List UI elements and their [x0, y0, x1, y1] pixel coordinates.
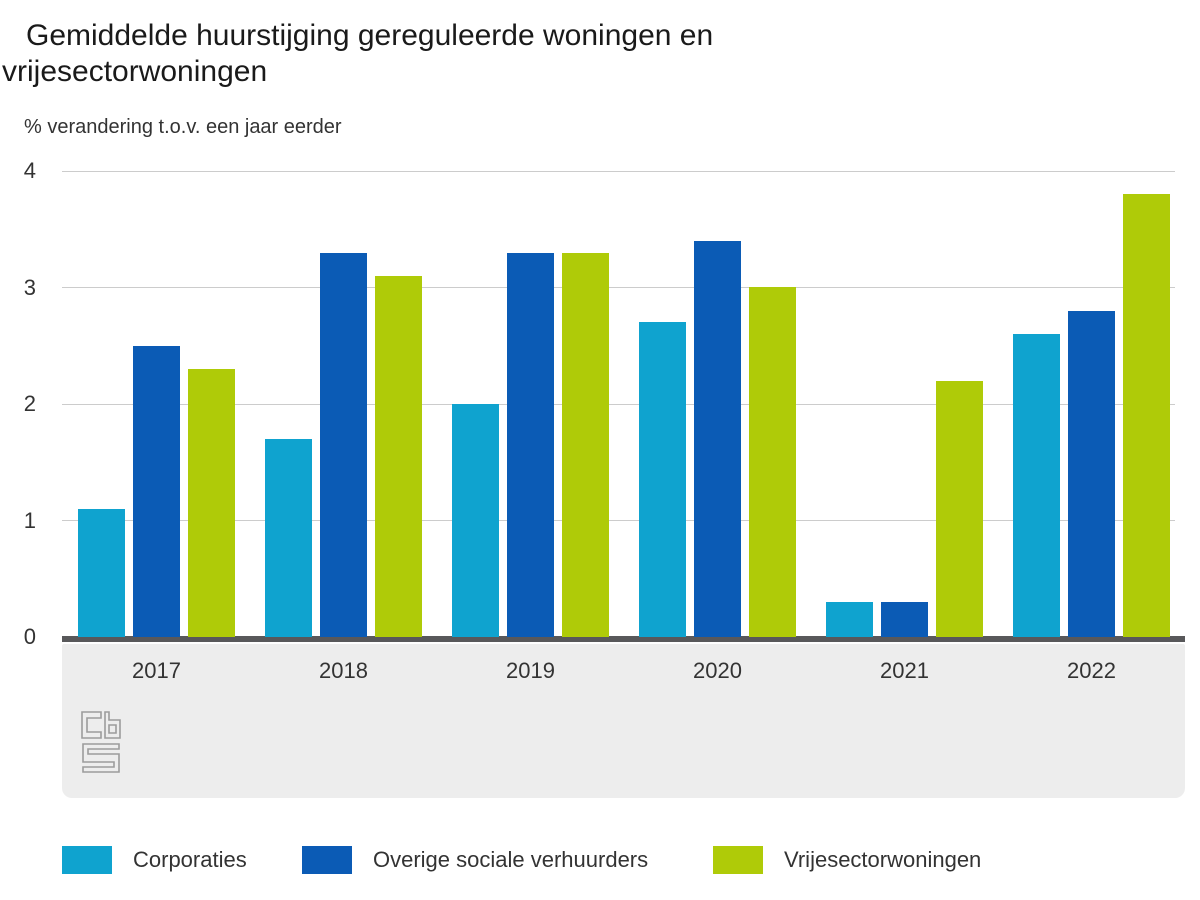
x-axis-line: [62, 636, 1185, 642]
bar-2017-corporaties[interactable]: [78, 509, 125, 637]
x-tick-label-2020: 2020: [693, 658, 742, 683]
legend-label: Overige sociale verhuurders: [373, 847, 649, 872]
bar-group-2021: [826, 171, 983, 637]
bar-2020-vrijesectorwoningen[interactable]: [749, 287, 796, 637]
bar-2020-overige-sociale-verhuurders[interactable]: [694, 241, 741, 637]
bar-2018-corporaties[interactable]: [265, 439, 312, 637]
bar-group-2017: [78, 171, 235, 637]
gridline-y-4: [62, 170, 1175, 172]
y-tick-label-0: 0: [23, 624, 36, 649]
y-tick-label-4: 4: [23, 158, 36, 183]
bar-2022-overige-sociale-verhuurders[interactable]: [1068, 311, 1115, 637]
x-tick-label-2019: 2019: [506, 658, 555, 683]
bar-2017-overige-sociale-verhuurders[interactable]: [133, 346, 180, 637]
bar-group-2020: [639, 171, 796, 637]
legend-swatch-icon: [713, 846, 763, 874]
x-tick-label-2018: 2018: [319, 658, 368, 683]
x-tick-label-2017: 2017: [132, 658, 181, 683]
chart-title-line2: vrijesectorwoningen: [2, 55, 268, 88]
legend-label: Corporaties: [133, 847, 247, 872]
chart-title: Gemiddelde huurstijging gereguleerde won…: [0, 18, 1180, 90]
y-tick-label-3: 3: [23, 274, 36, 300]
x-tick-label-2022: 2022: [1067, 658, 1116, 683]
bar-2021-vrijesectorwoningen[interactable]: [936, 381, 983, 637]
bar-group-2022: [1013, 171, 1170, 637]
gridline-y-1: [62, 520, 1175, 521]
x-tick-label-2021: 2021: [880, 658, 929, 683]
bar-2017-vrijesectorwoningen[interactable]: [188, 369, 235, 637]
bar-2022-corporaties[interactable]: [1013, 334, 1060, 637]
gridline-y-2: [62, 403, 1175, 405]
y-tick-label-2: 2: [23, 391, 36, 416]
bar-2022-vrijesectorwoningen[interactable]: [1123, 194, 1170, 637]
bar-group-2019: [452, 171, 609, 637]
bar-2019-vrijesectorwoningen[interactable]: [562, 253, 609, 637]
bar-2018-overige-sociale-verhuurders[interactable]: [320, 253, 367, 637]
y-tick-label-1: 1: [23, 507, 36, 533]
bar-2019-overige-sociale-verhuurders[interactable]: [507, 253, 554, 637]
plot-area: [62, 171, 1185, 637]
bar-group-2018: [265, 171, 422, 637]
bar-2021-overige-sociale-verhuurders[interactable]: [881, 602, 928, 637]
bar-2018-vrijesectorwoningen[interactable]: [375, 276, 422, 637]
chart-title-line1: Gemiddelde huurstijging gereguleerde won…: [26, 19, 714, 52]
x-axis-band: [62, 644, 1185, 798]
cbs-logo-icon: [81, 711, 121, 773]
bar-2020-corporaties[interactable]: [639, 322, 686, 637]
chart-legend: Corporaties Overige sociale verhuurders Vr…: [0, 840, 1200, 885]
bar-chart: Gemiddelde huurstijging gereguleerde won…: [0, 18, 1185, 798]
bar-2021-corporaties[interactable]: [826, 602, 873, 637]
legend-label: Vrijesectorwoningen: [784, 847, 982, 872]
chart-subtitle: % verandering t.o.v. een jaar eerder: [24, 116, 342, 138]
gridline-y-3: [62, 287, 1175, 288]
bar-2019-corporaties[interactable]: [452, 404, 499, 637]
legend-swatch-icon: [302, 846, 352, 874]
legend-swatch-icon: [62, 846, 112, 874]
